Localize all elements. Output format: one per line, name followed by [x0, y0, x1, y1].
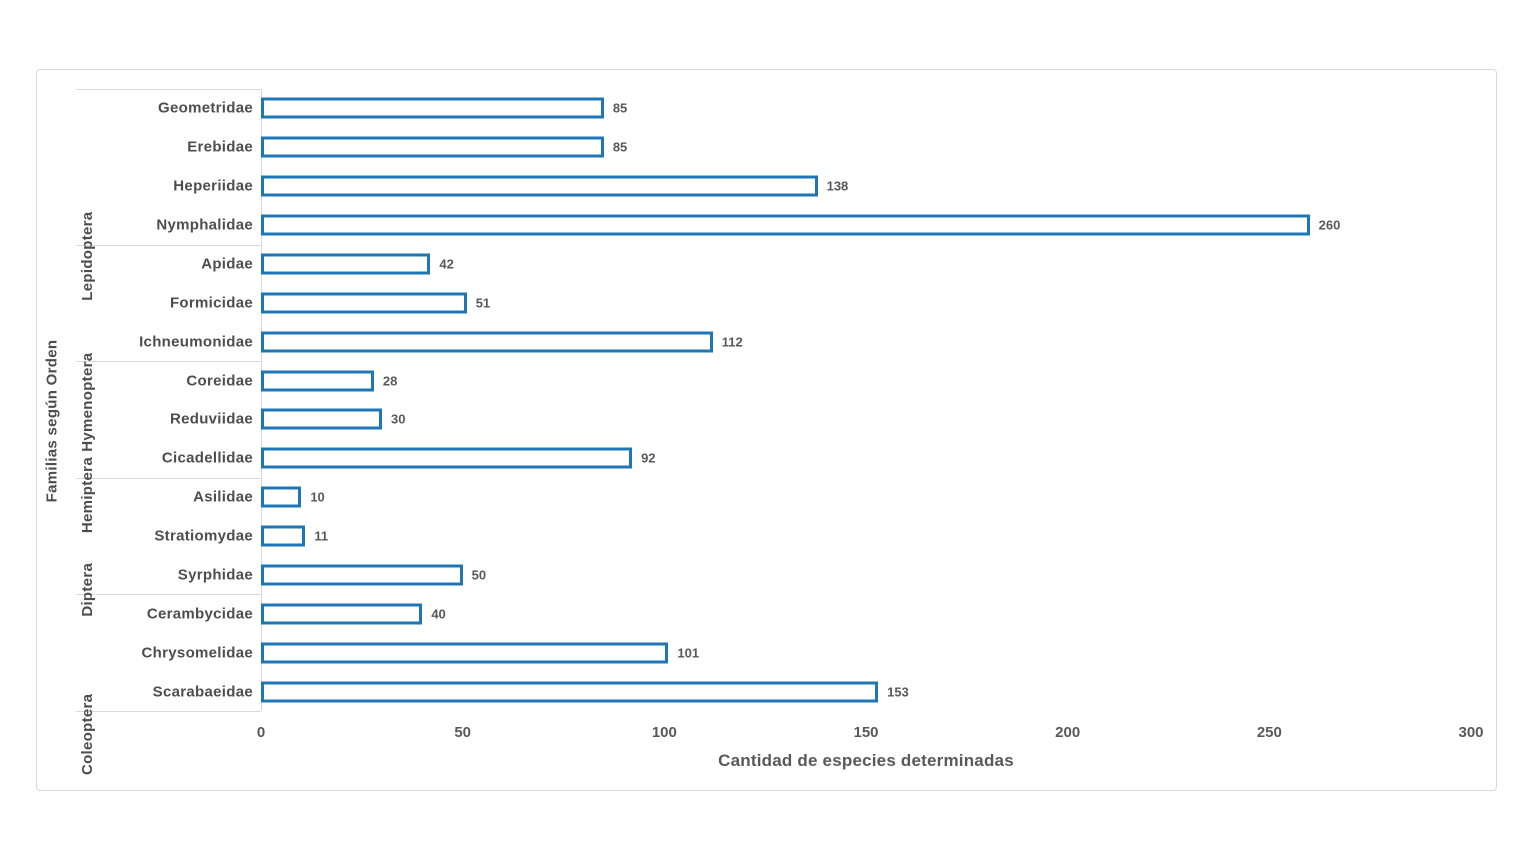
chart-figure: Familias según Orden Cantidad de especie… — [36, 69, 1497, 791]
family-label: Ichneumonidae — [139, 333, 253, 351]
bar — [261, 642, 669, 664]
x-tick-label: 100 — [651, 724, 677, 741]
family-label: Formicidae — [169, 294, 253, 312]
order-label: Coleoptera — [79, 693, 96, 775]
bar — [261, 447, 633, 469]
family-label: Asilidae — [193, 488, 253, 506]
family-label: Apidae — [201, 255, 253, 273]
bar — [261, 681, 879, 703]
bar-value-label: 40 — [431, 606, 446, 622]
bar-value-label: 92 — [641, 450, 656, 466]
category-axis-tick-line — [76, 711, 261, 712]
x-tick-label: 0 — [256, 724, 266, 741]
category-axis-tick-line — [76, 244, 261, 246]
bar-value-label: 50 — [471, 567, 487, 583]
bar-value-label: 85 — [612, 139, 628, 155]
y-axis-title: Familias según Orden — [43, 339, 61, 503]
plot-area: Familias según Orden Cantidad de especie… — [37, 70, 1496, 790]
bar — [261, 175, 818, 197]
family-label: Geometridae — [158, 99, 253, 117]
x-tick-label: 250 — [1256, 724, 1282, 741]
family-label: Chrysomelidae — [141, 644, 253, 662]
family-label: Scarabaeidae — [152, 683, 253, 701]
family-label: Erebidae — [187, 138, 253, 156]
bar-value-label: 10 — [310, 489, 325, 505]
family-label: Cerambycidae — [146, 605, 253, 623]
bar — [261, 370, 374, 392]
bar-value-label: 42 — [439, 256, 454, 272]
category-axis-line — [261, 89, 262, 711]
bar — [261, 408, 382, 430]
bar-value-label: 101 — [677, 645, 700, 661]
family-label: Nymphalidae — [156, 216, 253, 234]
bar — [261, 292, 467, 314]
bar — [261, 331, 713, 353]
order-label: Lepidoptera — [79, 211, 96, 301]
x-axis-title: Cantidad de especies determinadas — [718, 751, 1014, 770]
family-label: Cicadellidae — [161, 449, 253, 467]
family-label: Syrphidae — [177, 566, 253, 584]
bar-value-label: 153 — [887, 684, 909, 700]
order-label: Hemiptera — [79, 457, 96, 534]
order-label: Diptera — [79, 562, 96, 617]
x-tick-label: 200 — [1055, 724, 1081, 741]
bar-value-label: 138 — [826, 178, 849, 194]
bar — [261, 253, 431, 275]
bar — [261, 486, 302, 508]
bar — [261, 564, 463, 586]
family-label: Stratiomydae — [154, 527, 253, 545]
bar — [261, 97, 604, 119]
bar — [261, 214, 1310, 236]
family-label: Reduviidae — [169, 410, 253, 428]
x-tick-label: 300 — [1458, 724, 1484, 741]
family-label: Coreidae — [186, 372, 253, 390]
bar-value-label: 11 — [314, 528, 329, 544]
category-axis-tick-line — [76, 361, 261, 363]
category-axis-tick-line — [76, 89, 261, 90]
bar-value-label: 112 — [721, 334, 743, 350]
family-label: Heperiidae — [173, 177, 253, 195]
x-tick-label: 150 — [853, 724, 879, 741]
bar-value-label: 28 — [382, 373, 398, 389]
order-label: Hymenoptera — [79, 352, 96, 452]
bar — [261, 603, 423, 625]
bar-value-label: 30 — [391, 411, 406, 427]
category-axis-tick-line — [76, 477, 261, 479]
x-tick-label: 50 — [454, 724, 471, 741]
bar — [261, 525, 306, 547]
bar-value-label: 85 — [612, 100, 628, 116]
bar — [261, 136, 604, 158]
bar-value-label: 260 — [1318, 217, 1341, 233]
bar-value-label: 51 — [475, 295, 491, 311]
category-axis-tick-line — [76, 594, 261, 596]
